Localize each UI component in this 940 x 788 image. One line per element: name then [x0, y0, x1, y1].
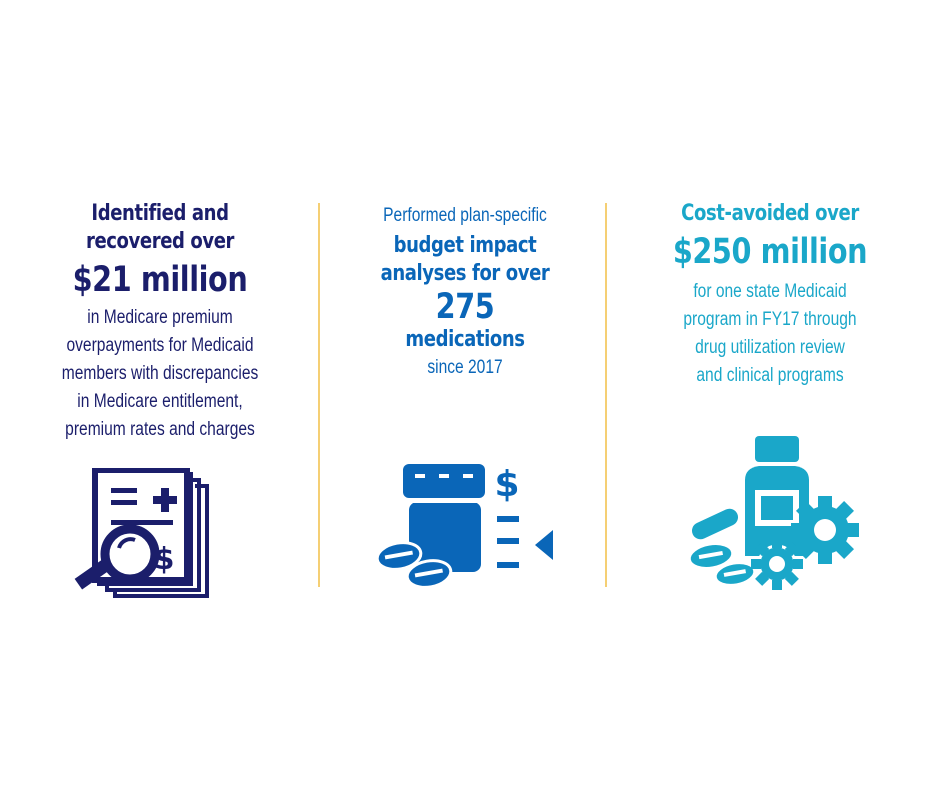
description-line: members with discrepancies	[61, 363, 259, 384]
divider-left	[318, 203, 320, 587]
description: for one state Medicaid program in FY17 t…	[615, 278, 925, 390]
since: since 2017	[330, 354, 600, 382]
description-line: drug utilization review	[695, 337, 845, 358]
heading-line-1: budget impact	[393, 233, 537, 258]
description-line: program in FY17 through	[683, 309, 857, 330]
medicine-gears-icon	[687, 436, 859, 590]
divider-right	[605, 203, 607, 587]
description-line: for one state Medicaid	[693, 281, 847, 302]
number-275: 275	[435, 287, 495, 327]
description-line: in Medicare entitlement,	[77, 391, 243, 412]
intro: Performed plan-specific	[330, 202, 600, 230]
description: in Medicare premium overpayments for Med…	[20, 304, 300, 444]
heading-line-1: Cost-avoided over	[681, 201, 859, 226]
stat-column-recovered: Identified and recovered over $21 millio…	[20, 200, 300, 444]
amount-21-million: $21 million	[72, 260, 248, 300]
description-line: in Medicare premium	[87, 307, 233, 328]
pill-bottle-dollar-icon: $	[375, 464, 553, 588]
since-text: since 2017	[427, 357, 503, 378]
description-line: overpayments for Medicaid	[66, 335, 254, 356]
svg-text:$: $	[494, 464, 519, 505]
description-line: and clinical programs	[696, 365, 844, 386]
heading-line-1: Identified and	[91, 201, 229, 226]
heading-line-2: analyses for over	[380, 261, 550, 286]
heading-line-3: medications	[405, 327, 525, 352]
description-line: premium rates and charges	[65, 419, 255, 440]
stat-column-cost-avoided: Cost-avoided over $250 million for one s…	[615, 200, 925, 390]
amount-250-million: $250 million	[672, 232, 868, 272]
stat-column-budget-impact: Performed plan-specific budget impact an…	[330, 200, 600, 382]
heading-line-2: recovered over	[85, 229, 235, 254]
intro-text: Performed plan-specific	[383, 205, 547, 226]
document-magnifier-dollar-icon: $	[74, 468, 209, 598]
